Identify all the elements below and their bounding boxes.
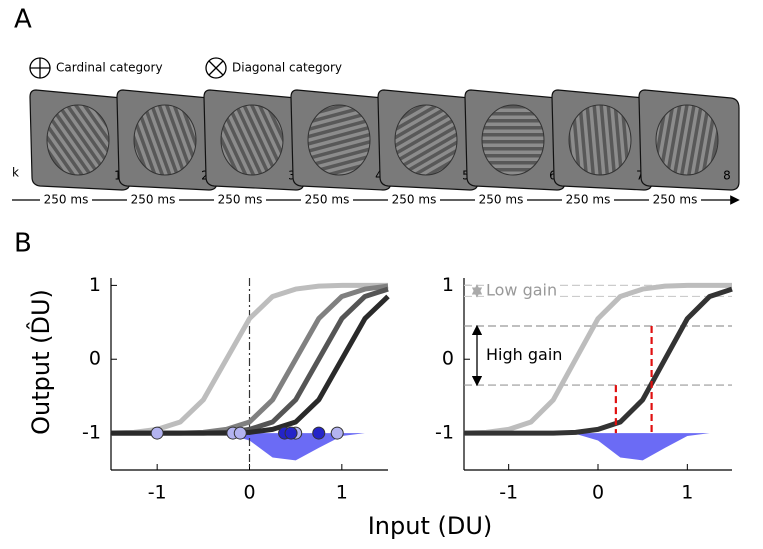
interval-label: 250 ms [392,193,437,207]
stimulus-frames: 1 2 3 4 5 6 7 8 [29,89,740,191]
grating [655,104,719,176]
data-point [330,426,344,440]
interval-label: 250 ms [131,193,176,207]
frame-number: 2 [201,169,209,183]
x-tick-label: 0 [592,482,604,504]
legend-label: Diagonal category [232,61,342,75]
x-tick-label: 1 [336,482,348,504]
panel-label: B [14,229,32,259]
distribution-area [464,433,732,461]
frame-number: 1 [114,169,122,183]
grating [133,104,197,176]
legend: Cardinal category Diagonal category [29,57,342,79]
grating [568,104,632,176]
y-tick-label: 1 [442,274,454,296]
y-tick-label: -1 [82,422,101,444]
data-point [233,426,247,440]
panel-label: A [14,5,32,35]
y-axis-label: Output (D̂U) [27,289,55,435]
x-tick-label: 0 [243,482,255,504]
interval-label: 250 ms [479,193,524,207]
gain-label: High gain [486,345,562,364]
grating [46,104,110,176]
interval-label: 250 ms [566,193,611,207]
frame-number: 6 [549,169,557,183]
data-point [150,426,164,440]
y-tick-label: 1 [89,274,101,296]
timeline-label: k [12,166,19,180]
grating [394,104,458,176]
frame-number: 5 [462,169,470,183]
x-axis-label: Input (DU) [368,512,493,540]
frame-number: 7 [636,169,644,183]
curve [464,286,733,436]
gain-label: Low gain [486,280,557,299]
interval-label: 250 ms [653,193,698,207]
y-tick-label: 0 [442,348,454,370]
interval-label: 250 ms [218,193,263,207]
curve [463,282,732,436]
y-tick-label: -1 [435,422,454,444]
grating [481,104,545,176]
interval-label: 250 ms [305,193,350,207]
frame-number: 4 [375,169,383,183]
frame-number: 3 [288,169,296,183]
data-point [312,426,326,440]
legend-label: Cardinal category [56,61,163,75]
y-tick-label: 0 [89,348,101,370]
grating [220,104,284,176]
distribution-area [111,433,388,461]
x-tick-label: -1 [499,482,518,504]
data-point [284,426,298,440]
grating [307,104,371,176]
x-tick-label: -1 [148,482,167,504]
frame-number: 8 [723,169,731,183]
interval-label: 250 ms [44,193,89,207]
x-tick-label: 1 [681,482,693,504]
